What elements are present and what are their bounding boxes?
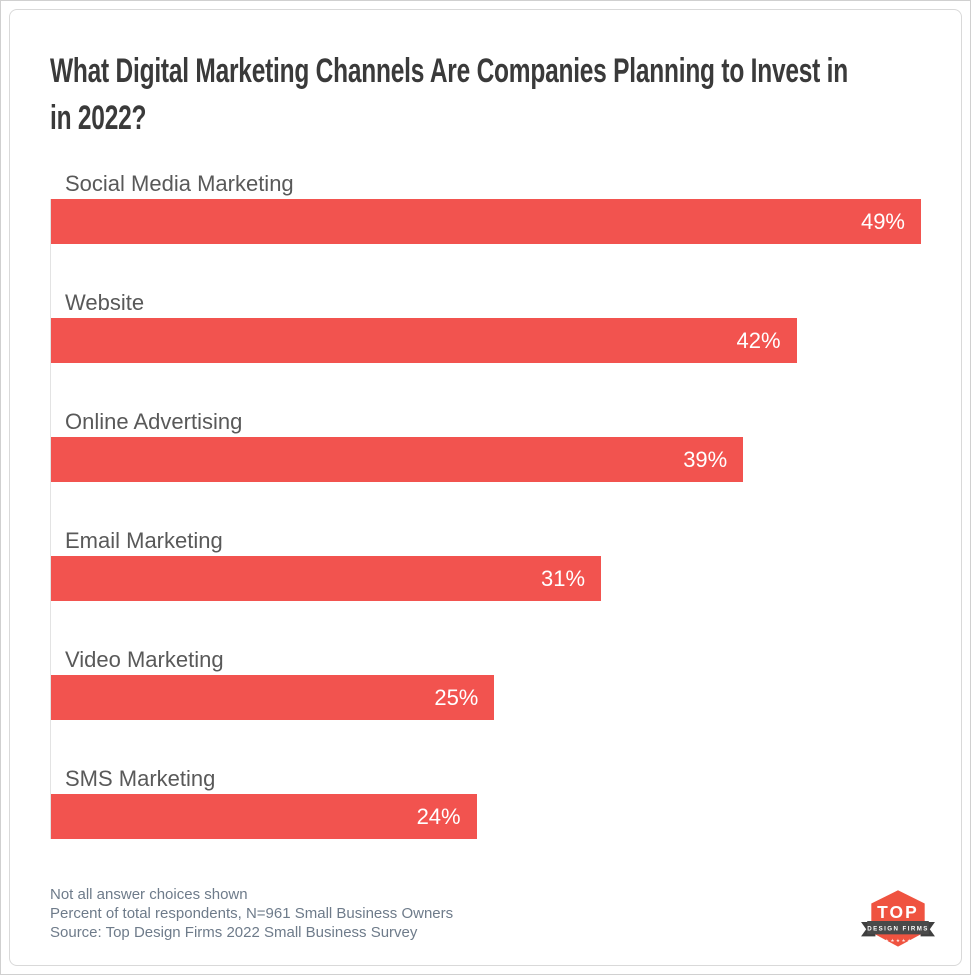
chart-row: Email Marketing 31% (50, 525, 921, 601)
logo-subtext: DESIGN FIRMS (867, 926, 929, 933)
logo-wordmark: TOP (877, 902, 919, 922)
bar: 39% (50, 437, 744, 482)
chart-row: Online Advertising 39% (50, 406, 921, 482)
bar-value-label: 31% (540, 565, 586, 591)
bar-value-label: 24% (416, 803, 461, 829)
footnote-line: Not all answer choices shown (50, 886, 248, 903)
top-design-firms-logo: TOP DESIGN FIRMS ★ ★ ★ ★ ★ (861, 890, 935, 947)
bar-value-label: 39% (683, 446, 728, 472)
y-axis-line (50, 199, 51, 839)
bar-category-label: Website (65, 290, 145, 315)
chart-title: What Digital Marketing Channels Are Comp… (50, 52, 849, 137)
bar-category-label: Email Marketing (65, 528, 223, 553)
chart-row: SMS Marketing 24% (50, 763, 921, 839)
bar: 42% (50, 318, 797, 363)
bar-value-label: 25% (434, 684, 479, 710)
bar: 31% (50, 556, 602, 601)
logo-stars-icon: ★ ★ ★ ★ ★ (885, 938, 912, 944)
bar: 49% (50, 199, 921, 244)
chart-row: Video Marketing 25% (50, 644, 921, 720)
bar: 24% (50, 794, 477, 839)
bar-value-label: 42% (736, 327, 781, 353)
footnote-line: Source: Top Design Firms 2022 Small Busi… (50, 924, 418, 941)
bar: 25% (50, 675, 495, 720)
bar-chart: Social Media Marketing 49% Website 42% O… (50, 168, 921, 839)
chart-row: Website 42% (50, 287, 921, 363)
ribbon-banner-icon (867, 921, 929, 935)
bar-category-label: SMS Marketing (65, 766, 216, 791)
chart-card: What Digital Marketing Channels Are Comp… (9, 9, 962, 966)
bar-category-label: Social Media Marketing (65, 171, 294, 196)
bar-category-label: Video Marketing (65, 647, 224, 672)
chart-footnotes: Not all answer choices shown Percent of … (50, 885, 921, 942)
bar-value-label: 49% (860, 208, 905, 234)
footnote-line: Percent of total respondents, N=961 Smal… (50, 905, 454, 922)
chart-row: Social Media Marketing 49% (50, 168, 921, 244)
bar-category-label: Online Advertising (65, 409, 243, 434)
